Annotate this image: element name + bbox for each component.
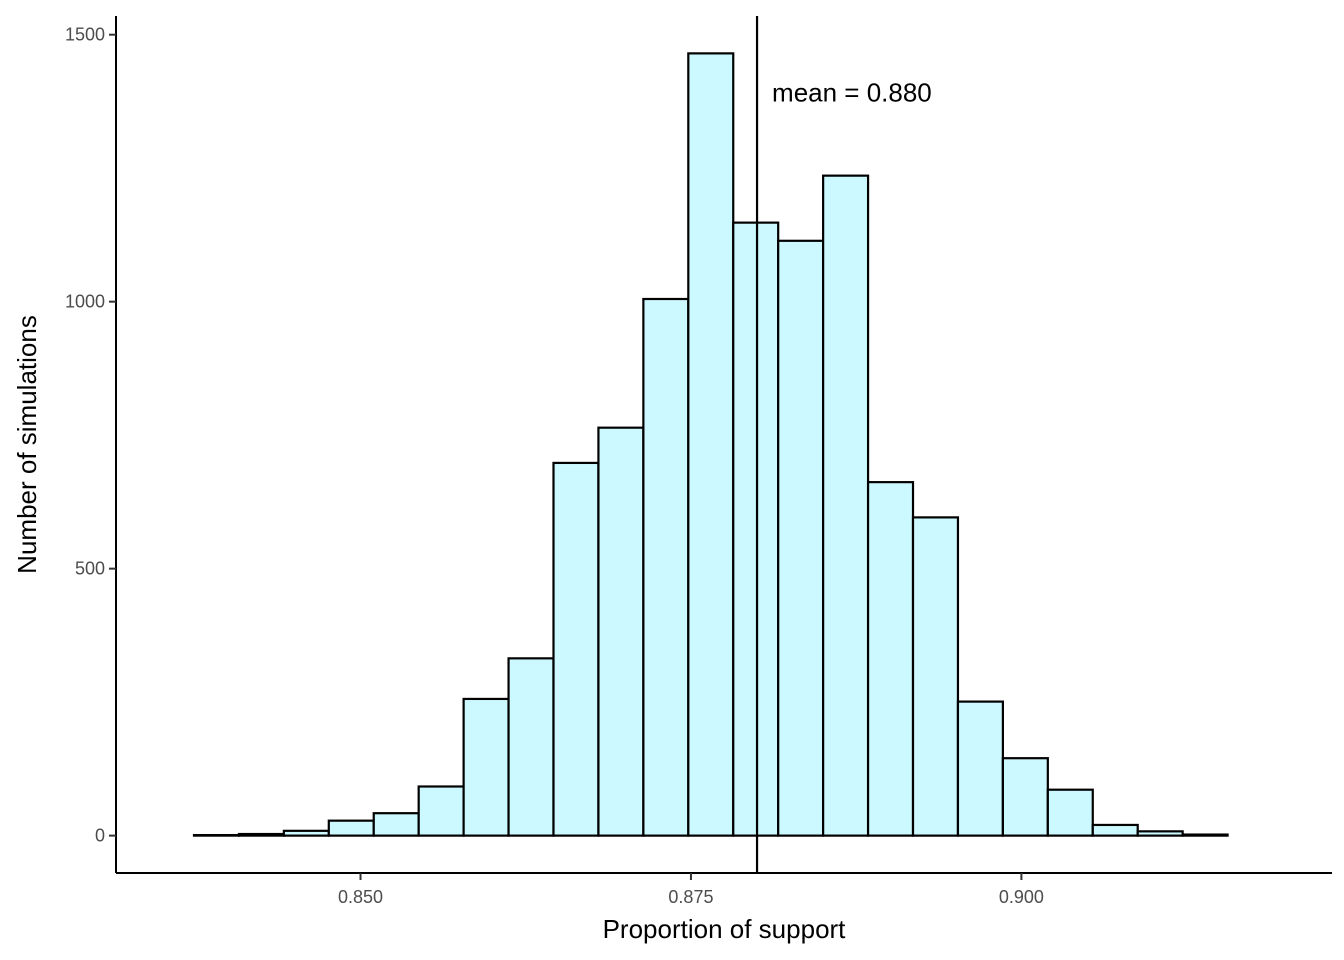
histogram-bar-2	[237, 832, 285, 837]
y-tick-label-1: 500	[75, 559, 105, 579]
histogram-bar-8	[507, 657, 555, 837]
y-ticks: 0 500 1000 1500	[65, 25, 116, 846]
histogram-bar-16	[866, 481, 915, 837]
bars-layer	[192, 52, 1229, 837]
histogram-bar-18	[956, 700, 1004, 837]
histogram-bar-21	[1091, 823, 1139, 837]
x-axis-title: Proportion of support	[603, 914, 847, 944]
histogram-bar-12	[687, 52, 735, 837]
histogram-bar-14	[777, 239, 825, 837]
histogram-bar-6	[417, 785, 465, 837]
y-tick-label-0: 0	[95, 826, 105, 846]
histogram-bar-15	[822, 174, 870, 837]
histogram-bar-11	[642, 297, 690, 837]
histogram-bar-7	[462, 697, 510, 837]
histogram-bar-5	[372, 812, 420, 837]
y-axis-title: Number of simulations	[12, 315, 42, 574]
x-ticks: 0.850 0.875 0.900	[338, 873, 1044, 907]
y-tick-label-2: 1000	[65, 292, 105, 312]
mean-layer: mean = 0.880	[755, 16, 932, 873]
histogram-bar-22	[1136, 830, 1184, 837]
histogram-bar-20	[1046, 788, 1094, 837]
histogram-bar-13	[732, 221, 780, 837]
histogram-bar-10	[597, 426, 645, 837]
axes-layer	[115, 16, 1332, 874]
histogram-bar-9	[552, 461, 600, 837]
histogram-bar-1	[192, 833, 241, 837]
y-tick-label-3: 1500	[65, 25, 105, 45]
histogram-bar-3	[282, 829, 330, 837]
histogram-bar-17	[911, 516, 960, 837]
x-tick-label-0: 0.850	[338, 887, 383, 907]
x-tick-label-2: 0.900	[999, 887, 1044, 907]
histogram-bar-19	[1001, 757, 1049, 837]
histogram-bar-23	[1181, 833, 1229, 837]
mean-annotation: mean = 0.880	[772, 77, 932, 107]
x-tick-label-1: 0.875	[668, 887, 713, 907]
histogram-bar-4	[327, 819, 375, 837]
